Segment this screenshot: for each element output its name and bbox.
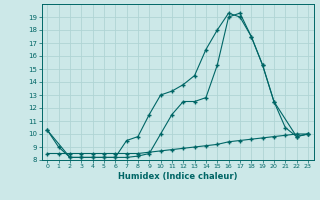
X-axis label: Humidex (Indice chaleur): Humidex (Indice chaleur) (118, 172, 237, 181)
